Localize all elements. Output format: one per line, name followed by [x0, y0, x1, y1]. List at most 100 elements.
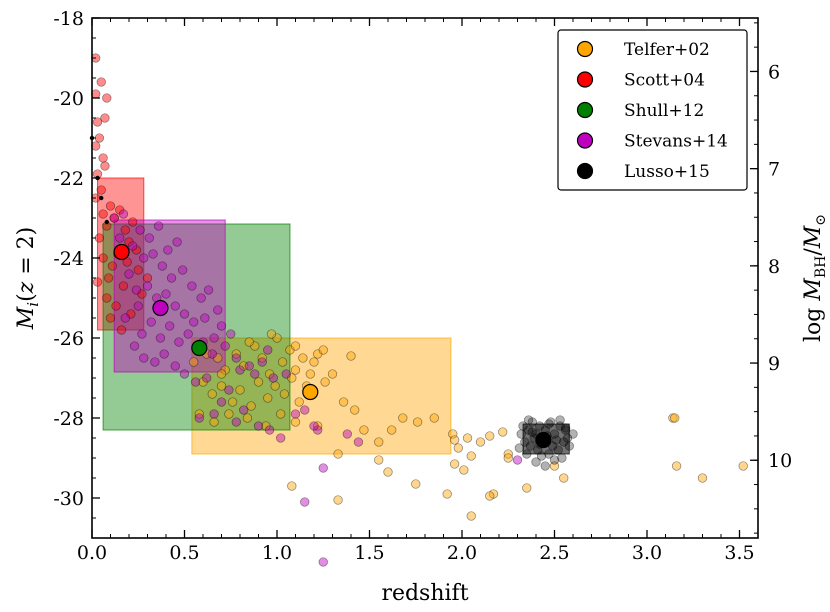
data-point-scott-04	[94, 233, 105, 243]
data-point-telfer-02	[239, 361, 249, 371]
data-point-stevans-14	[146, 317, 156, 327]
data-point-lusso-15	[562, 433, 573, 443]
right-y-tick-label: 8	[768, 256, 780, 278]
data-point-telfer-02	[305, 369, 315, 379]
data-point-telfer-02	[294, 397, 304, 407]
data-point-telfer-02	[313, 421, 323, 431]
data-point-scott-04	[133, 265, 143, 275]
data-point-telfer-02	[412, 417, 423, 427]
x-tick-label: 3.5	[724, 542, 754, 564]
data-point-stevans-14	[144, 233, 155, 243]
data-point-stevans-14	[128, 241, 138, 251]
x-tick-label: 1.5	[354, 542, 384, 564]
range-boxes-layer	[97, 177, 570, 455]
data-point-stevans-14	[263, 345, 273, 355]
data-point-stevans-14	[224, 385, 234, 395]
data-point-lusso-15	[546, 417, 556, 427]
data-point-telfer-02	[261, 421, 271, 431]
data-point-telfer-02	[387, 425, 397, 435]
data-point-stevans-14	[231, 417, 241, 427]
data-point-lusso-15	[522, 449, 532, 459]
data-point-telfer-02	[488, 489, 499, 499]
data-point-telfer-02	[697, 473, 708, 483]
y-tick-label: -28	[53, 408, 84, 430]
data-point-stevans-14	[124, 269, 134, 279]
data-point-stevans-14	[268, 373, 278, 383]
data-point-stevans-14	[165, 321, 175, 331]
data-point-telfer-02	[350, 405, 360, 415]
data-point-scott-04	[96, 77, 106, 87]
legend-marker	[576, 101, 594, 119]
data-point-telfer-02	[298, 353, 308, 363]
data-point-telfer-02	[498, 427, 508, 437]
data-point-telfer-02	[442, 489, 452, 499]
data-point-stevans-14	[231, 353, 241, 363]
data-point-scott-04	[120, 225, 130, 235]
data-point-telfer-02	[333, 449, 343, 459]
data-point-lusso-15	[525, 441, 536, 451]
data-point-stevans-14	[200, 313, 210, 323]
data-point-telfer-02	[216, 381, 227, 391]
data-point-stevans-14	[148, 249, 158, 259]
x-tick-label: 0.5	[169, 542, 199, 564]
data-point-stevans-14	[264, 425, 275, 435]
data-point-scott-04	[103, 273, 114, 283]
data-point-stevans-14	[118, 209, 129, 219]
data-point-lusso-15	[540, 461, 550, 471]
right-y-axis-title: log MBH/M⊙	[801, 214, 829, 342]
x-axis-title: redshift	[381, 581, 468, 606]
data-point-stevans-14	[129, 341, 140, 351]
data-point-telfer-02	[290, 341, 301, 351]
median-marker-shull-12	[191, 339, 208, 357]
data-point-telfer-02	[279, 389, 290, 399]
data-point-telfer-02	[459, 465, 469, 475]
data-point-stevans-14	[276, 433, 286, 443]
data-point-stevans-14	[150, 357, 160, 367]
data-point-telfer-02	[270, 381, 280, 391]
data-point-lusso-15	[560, 423, 571, 433]
data-point-telfer-02	[285, 345, 295, 355]
data-point-stevans-14	[239, 405, 249, 415]
data-point-stevans-14	[177, 265, 188, 275]
data-point-scott-04	[98, 153, 108, 163]
median-markers-layer	[113, 243, 552, 449]
data-point-lusso-15	[544, 449, 554, 459]
data-point-lusso-15	[553, 445, 563, 455]
data-point-stevans-14	[179, 369, 190, 379]
data-point-telfer-02	[466, 451, 476, 461]
y-tick-label: -26	[53, 328, 84, 350]
data-point-stevans-14	[139, 253, 149, 263]
data-point-scott-04	[131, 245, 142, 255]
data-point-dark	[104, 219, 110, 225]
data-point-stevans-14	[115, 233, 125, 243]
data-point-stevans-14	[190, 377, 201, 387]
right-y-tick-label: 7	[768, 159, 780, 181]
data-point-dark	[99, 195, 104, 201]
data-point-telfer-02	[359, 425, 369, 435]
data-point-stevans-14	[194, 413, 204, 423]
data-point-stevans-14	[159, 349, 169, 359]
data-point-telfer-02	[253, 377, 264, 387]
data-point-stevans-14	[157, 261, 167, 271]
data-point-lusso-15	[531, 457, 541, 467]
y-axis-title: Mi(z = 2)	[14, 227, 42, 331]
data-point-lusso-15	[555, 415, 565, 425]
data-point-scott-04	[96, 185, 106, 195]
data-point-stevans-14	[142, 281, 153, 291]
data-point-telfer-02	[411, 479, 421, 489]
legend-items: Telfer+02 Scott+04 Shull+12 Stevans+14 Lusso…	[576, 40, 728, 182]
data-point-telfer-02	[198, 377, 208, 387]
data-point-stevans-14	[216, 397, 227, 407]
data-point-stevans-14	[133, 301, 143, 311]
data-point-lusso-15	[555, 421, 565, 431]
data-point-telfer-02	[213, 353, 223, 363]
data-point-stevans-14	[226, 329, 236, 339]
data-point-telfer-02	[209, 417, 219, 427]
data-point-stevans-14	[137, 329, 147, 339]
data-point-scott-04	[137, 289, 147, 299]
data-point-stevans-14	[109, 213, 119, 223]
x-tick-label: 3.0	[632, 542, 662, 564]
data-point-telfer-02	[227, 397, 238, 407]
y-tick-label: -24	[53, 248, 84, 270]
data-point-scott-04	[92, 117, 103, 127]
